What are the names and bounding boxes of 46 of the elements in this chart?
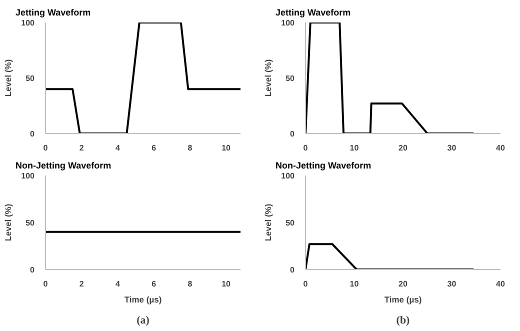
x-tick-label: 2: [79, 280, 84, 288]
x-tick-label: 0: [43, 144, 48, 152]
x-tick-label: 40: [496, 280, 506, 288]
x-tick-label: 4: [116, 280, 120, 288]
text: (a): [136, 314, 150, 326]
y-tick-label: 50: [26, 218, 36, 228]
y-tick-label: 100: [281, 172, 296, 180]
chart-title: Non-Jetting Waveform: [276, 160, 372, 170]
x-tick-label: 6: [152, 144, 157, 152]
y-axis-title: Level (%): [263, 59, 274, 97]
x-tick-label: 20: [398, 280, 408, 288]
x-tick-label: 10: [350, 144, 360, 152]
x-axis-title: Time (µs): [384, 294, 422, 304]
x-tick-label: 4: [116, 144, 120, 152]
x-tick-label: 8: [188, 280, 193, 288]
y-tick-label: 100: [21, 18, 36, 28]
y-axis-title: Level (%): [263, 204, 274, 242]
x-axis-title: Time (µs): [124, 294, 162, 304]
y-tick-label: 0: [290, 130, 296, 138]
y-tick-label: 0: [30, 130, 36, 138]
y-tick-label: 100: [21, 172, 36, 180]
y-tick-label: 50: [26, 74, 36, 83]
x-tick-label: 6: [152, 280, 157, 288]
y-tick-label: 50: [286, 74, 296, 83]
chart-title: Jetting Waveform: [276, 8, 351, 18]
y-axis-title: Level (%): [3, 59, 14, 97]
text: (b): [396, 314, 410, 326]
x-tick-label: 2: [79, 144, 84, 152]
x-tick-label: 0: [303, 144, 308, 152]
x-tick-label: 40: [496, 144, 506, 152]
y-tick-label: 50: [286, 218, 296, 228]
x-tick-label: 0: [303, 280, 308, 288]
y-tick-label: 0: [290, 266, 296, 274]
chart-title: Jetting Waveform: [16, 8, 91, 18]
x-tick-label: 0: [43, 280, 48, 288]
x-tick-label: 10: [350, 280, 360, 288]
x-tick-label: 8: [188, 144, 193, 152]
x-tick-label: 30: [447, 280, 457, 288]
y-tick-label: 0: [30, 266, 36, 274]
chart-title: Non-Jetting Waveform: [16, 160, 112, 170]
x-tick-label: 10: [222, 144, 232, 152]
y-tick-label: 100: [281, 18, 296, 28]
x-tick-label: 20: [398, 144, 408, 152]
y-axis-title: Level (%): [3, 204, 14, 242]
x-tick-label: 10: [222, 280, 232, 288]
x-tick-label: 30: [447, 144, 457, 152]
